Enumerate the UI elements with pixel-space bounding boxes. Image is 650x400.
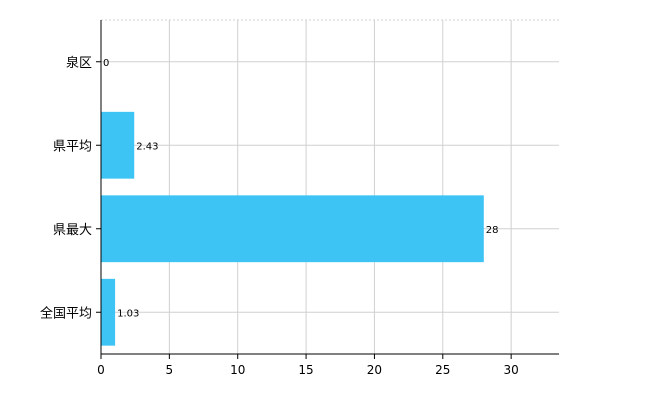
x-tick-label: 15 [298, 363, 313, 377]
bars [101, 111, 484, 346]
x-tick-label: 25 [435, 363, 450, 377]
gridlines [101, 19, 559, 354]
labels: 0 5 10 15 20 25 30 泉区 0 県平均 2.43 県最大 28 全国平均 1.03 [40, 55, 519, 377]
category-label: 泉区 [66, 55, 92, 71]
category-label: 全国平均 [40, 305, 92, 321]
x-tick-label: 10 [230, 363, 245, 377]
data-label: 2.43 [136, 141, 158, 152]
data-label: 0 [103, 58, 109, 69]
data-label: 1.03 [117, 308, 139, 319]
x-tick-label: 5 [166, 363, 174, 377]
bar [101, 278, 116, 346]
bar [101, 195, 484, 263]
x-tick-label: 0 [97, 363, 105, 377]
category-label: 県平均 [53, 139, 92, 154]
data-label: 28 [486, 225, 499, 236]
x-tick-label: 30 [504, 363, 519, 377]
bar [101, 111, 135, 179]
category-label: 県最大 [53, 223, 92, 238]
axes [96, 20, 559, 359]
x-tick-label: 20 [367, 363, 382, 377]
